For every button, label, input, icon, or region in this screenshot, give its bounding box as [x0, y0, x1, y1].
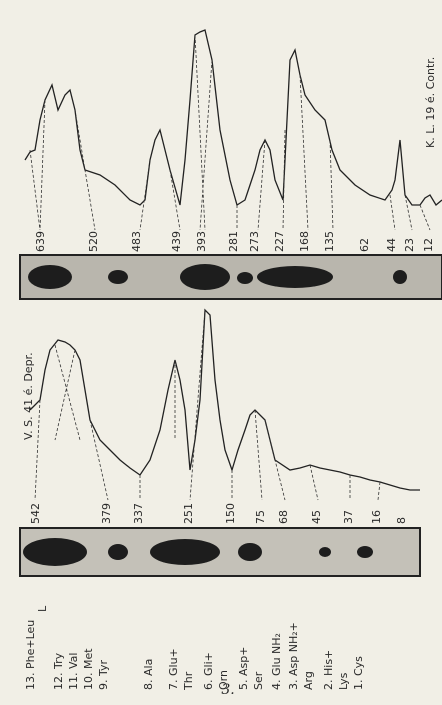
peak-area-value: 37 — [342, 510, 355, 524]
peak-area-value: 23 — [403, 238, 416, 252]
amino-acid-label: 12. Try — [52, 652, 65, 690]
page-background — [0, 0, 442, 705]
peak-area-value: 379 — [100, 503, 113, 524]
peak-area-value: 227 — [273, 231, 286, 252]
peak-area-value: 281 — [227, 231, 240, 252]
panel-label: V. S. 41 é. Depr. — [22, 352, 35, 440]
amino-acid-label: 10. Met — [82, 648, 95, 690]
peak-area-value: 12 — [422, 238, 435, 252]
electrophoresis-strip — [20, 255, 442, 299]
amino-acid-label: Orn — [217, 670, 230, 690]
amino-acid-label: 13. Phe+Leu — [24, 620, 37, 690]
peak-area-value: 639 — [34, 231, 47, 252]
peak-area-value: 393 — [195, 231, 208, 252]
amino-acid-label: 1. Cys — [352, 656, 365, 690]
peak-area-value: 75 — [254, 510, 267, 524]
amino-acid-label: 3. Asp NH₂+ — [287, 622, 300, 690]
amino-acid-label: 6. Gli+ — [202, 652, 215, 690]
peak-area-value: 337 — [132, 503, 145, 524]
amino-acid-label: Lys — [337, 672, 350, 690]
peak-area-value: 135 — [323, 231, 336, 252]
peak-area-value: 520 — [87, 231, 100, 252]
peak-area-value: 483 — [130, 231, 143, 252]
amino-acid-label: 8. Ala — [142, 659, 155, 690]
peak-area-value: 44 — [385, 238, 398, 252]
amino-acid-label: 9. Tyr — [97, 659, 110, 690]
panel-label: K. L. 19 é. Contr. — [424, 57, 437, 148]
amino-acid-label: Ser — [252, 671, 265, 690]
peak-area-value: 8 — [395, 517, 408, 524]
peak-area-value: 542 — [29, 503, 42, 524]
amino-acid-label: 7. Glu+ — [167, 648, 180, 690]
peak-area-value: 62 — [358, 238, 371, 252]
peak-area-value: 439 — [170, 231, 183, 252]
amino-acid-label: 11. Val — [67, 653, 80, 690]
peak-area-value: 68 — [277, 510, 290, 524]
figure: 3. K. L. 19 é. Contr.6395204834393932812… — [0, 0, 442, 705]
amino-acid-label: 5. Asp+ — [237, 647, 250, 690]
amino-acid-label: L — [36, 605, 49, 612]
peak-area-value: 251 — [182, 503, 195, 524]
peak-area-value: 168 — [298, 231, 311, 252]
amino-acid-label: Thr — [182, 671, 195, 691]
peak-area-value: 150 — [224, 503, 237, 524]
amino-acid-label: Arg — [302, 671, 315, 690]
peak-area-value: 45 — [310, 510, 323, 524]
amino-acid-label: 2. His+ — [322, 650, 335, 690]
peak-area-value: 273 — [248, 231, 261, 252]
amino-acid-label: 4. Glu NH₂ — [270, 633, 283, 690]
peak-area-value: 16 — [370, 510, 383, 524]
